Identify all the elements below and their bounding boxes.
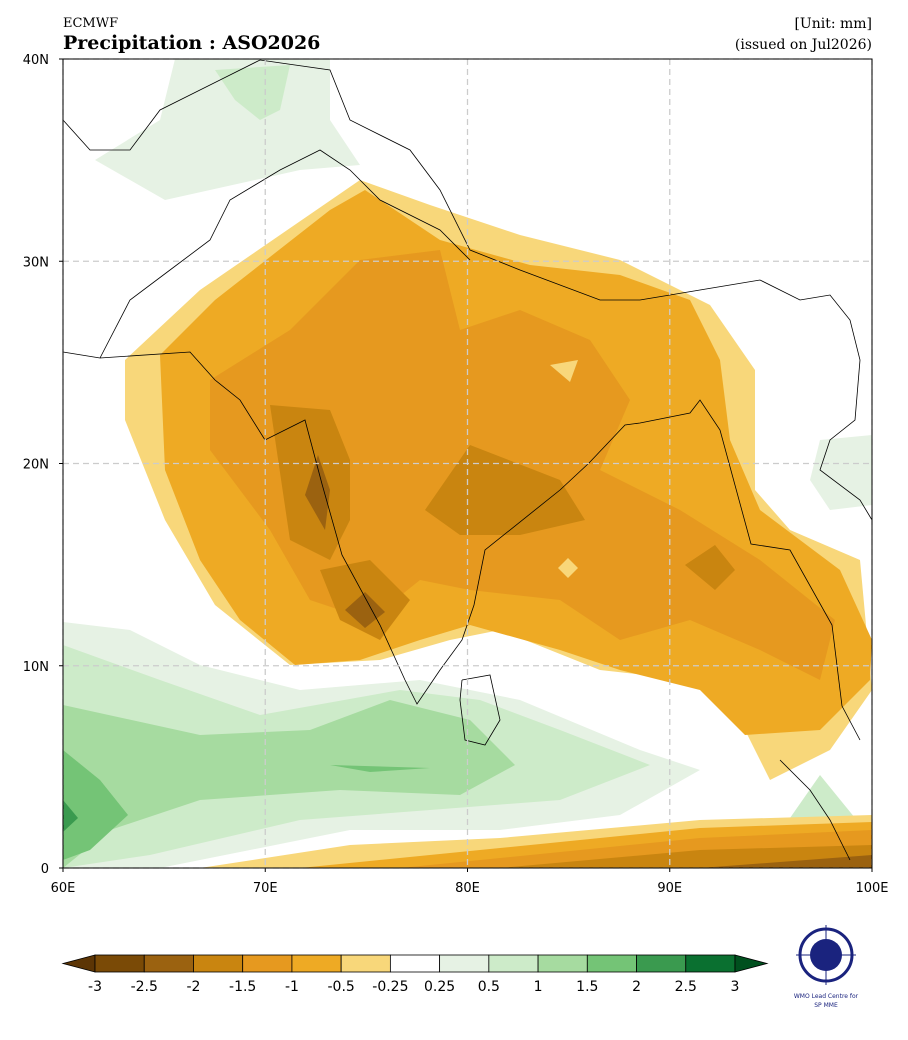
colorbar-label: -2.5 — [131, 979, 158, 995]
colorbar-box — [291, 954, 342, 973]
colorbar-box — [193, 954, 244, 973]
colorbar-box — [636, 954, 687, 973]
colorbar-label: 3 — [731, 979, 740, 995]
title: Precipitation : ASO2026 — [63, 32, 320, 54]
colorbar-box — [685, 954, 736, 973]
colorbar-extend-high — [734, 954, 769, 973]
x-tick-label: 80E — [455, 881, 480, 896]
y-tick-label: 30N — [23, 255, 49, 270]
unit: [Unit: mm] — [794, 16, 872, 32]
colorbar-label: 1 — [534, 979, 543, 995]
colorbar-label: -0.25 — [372, 979, 408, 995]
coastlines — [62, 59, 873, 861]
colorbar-label: 2.5 — [675, 979, 697, 995]
x-tick-label: 100E — [855, 881, 888, 896]
source: ECMWF — [63, 16, 118, 31]
colorbar-box — [586, 954, 637, 973]
colorbar-box — [488, 954, 539, 973]
colorbar-label: -1 — [285, 979, 299, 995]
colorbar-box — [143, 954, 194, 973]
colorbar-label: -3 — [88, 979, 102, 995]
map-frame — [62, 58, 873, 869]
colorbar-label: -1.5 — [229, 979, 256, 995]
colorbar-label: -0.5 — [327, 979, 354, 995]
colorbar-box — [389, 954, 441, 973]
colorbar-box — [94, 954, 145, 973]
colorbar-label: -2 — [186, 979, 200, 995]
colorbar-box — [439, 954, 490, 973]
colorbar-box — [242, 954, 293, 973]
colorbar-box — [537, 954, 588, 973]
colorbar: -3 -2.5 -2 -1.5 -1 -0.5 -0.25 0.25 0.5 1 1.5 2 2.5 3 — [61, 954, 769, 995]
x-tick-label: 90E — [657, 881, 682, 896]
issued: (issued on Jul2026) — [735, 37, 872, 53]
y-tick-label: 10N — [23, 660, 49, 675]
y-tick-label: 20N — [23, 458, 49, 473]
logo-line1: WMO Lead Centre for — [794, 993, 859, 1000]
colorbar-label: 2 — [632, 979, 641, 995]
x-tick-label: 70E — [253, 881, 278, 896]
logo-line2: SP MME — [814, 1002, 838, 1009]
colorbar-label: 1.5 — [576, 979, 598, 995]
colorbar-extend-low — [61, 954, 96, 973]
x-tick-label: 60E — [51, 881, 76, 896]
colorbar-label: 0.5 — [478, 979, 500, 995]
y-tick-label: 40N — [23, 53, 49, 68]
wmo-logo: WMO Lead Centre for SP MME — [794, 925, 859, 1009]
map-fills — [63, 59, 872, 868]
y-tick-label: 0 — [41, 862, 49, 877]
colorbar-box — [340, 954, 391, 973]
colorbar-label: 0.25 — [424, 979, 455, 995]
